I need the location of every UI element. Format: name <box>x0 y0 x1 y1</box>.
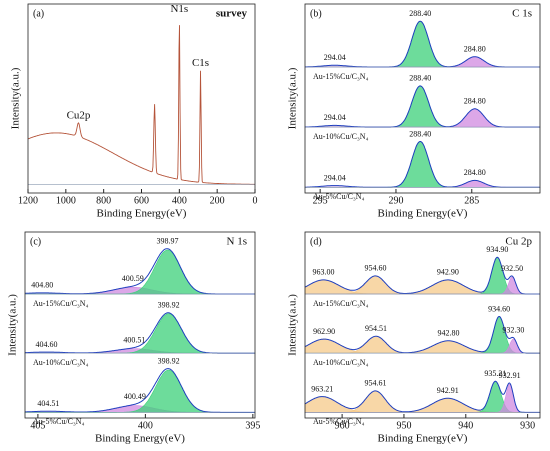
panel-title: Cu 2p <box>505 236 532 248</box>
y-axis-label: Intensity(a.u.) <box>10 67 22 129</box>
x-tick-label: 290 <box>388 195 403 206</box>
x-axis-label: Binding Energy(eV) <box>97 208 187 220</box>
peak-label: 954.61 <box>364 379 386 388</box>
x-tick-label: 1200 <box>18 195 38 206</box>
peak-label: 954.60 <box>365 264 387 273</box>
peak-label: N1s <box>170 3 188 15</box>
sample-label: Au-10%Cu/C₃N₄ <box>313 132 369 141</box>
peak-label: 932.30 <box>502 326 524 335</box>
x-tick-label: 960 <box>335 420 350 431</box>
spectrum-envelope <box>27 25 255 185</box>
component-peak <box>24 313 256 354</box>
peak-label: 284.80 <box>464 45 486 54</box>
peak-label: 954.51 <box>365 324 387 333</box>
peak-label: 284.80 <box>464 168 486 177</box>
panel-letter: (d) <box>310 236 322 247</box>
spectrum-envelope <box>304 380 540 413</box>
peak-label: 963.21 <box>311 384 333 393</box>
peak-label: 294.04 <box>324 53 346 62</box>
peak-label: 934.60 <box>488 304 510 313</box>
y-axis-label: Intensity(a.u.) <box>287 67 299 129</box>
x-axis-label: Binding Energy(eV) <box>378 433 468 445</box>
panel-letter: (a) <box>33 8 44 19</box>
y-axis-label: Intensity(a.u.) <box>7 294 19 356</box>
spectrum-envelope <box>304 316 540 354</box>
sample-label: Au-10%Cu/C₃N₄ <box>33 358 89 367</box>
peak-label: 932.91 <box>499 371 521 380</box>
peak-label: 932.50 <box>501 264 523 273</box>
plot-frame <box>24 231 256 419</box>
x-tick-label: 1000 <box>56 195 76 206</box>
sample-label: Au-15%Cu/C₃N₄ <box>313 299 369 308</box>
sample-label: Au-10%Cu/C₃N₄ <box>313 358 369 367</box>
x-tick-label: 395 <box>245 420 260 431</box>
peak-label: Cu2p <box>67 109 91 121</box>
peak-label: 398.97 <box>157 237 179 246</box>
y-axis-label: Intensity(a.u.) <box>287 294 299 356</box>
x-tick-label: 295 <box>313 195 328 206</box>
peak-label: 288.40 <box>409 129 431 138</box>
x-tick-label: 800 <box>96 195 111 206</box>
peak-label: 942.91 <box>437 386 459 395</box>
peak-label: 294.04 <box>324 113 346 122</box>
panel-letter: (c) <box>30 236 41 247</box>
peak-label: 288.40 <box>409 9 431 18</box>
x-tick-label: 950 <box>396 420 411 431</box>
panel-letter: (b) <box>310 8 322 19</box>
panel-title: C 1s <box>512 8 532 20</box>
peak-label: 934.90 <box>486 245 508 254</box>
sample-label: Au-5%Cu/C₃N₄ <box>33 417 85 426</box>
peak-label: C1s <box>192 57 209 69</box>
panel-title: survey <box>216 8 248 20</box>
x-axis-label: Binding Energy(eV) <box>95 433 185 445</box>
peak-label: 942.80 <box>437 329 459 338</box>
peak-label: 935.21 <box>484 369 506 378</box>
peak-label: 404.60 <box>35 340 57 349</box>
peak-label: 942.90 <box>437 268 459 277</box>
peak-label: 404.51 <box>37 399 59 408</box>
x-tick-label: 285 <box>464 195 479 206</box>
x-tick-label: 940 <box>458 420 473 431</box>
sample-label: Au-5%Cu/C₃N₄ <box>313 417 365 426</box>
x-axis-label: Binding Energy(eV) <box>378 208 468 220</box>
x-tick-label: 0 <box>253 195 258 206</box>
plot-frame <box>304 231 541 419</box>
peak-label: 962.90 <box>313 327 335 336</box>
sample-label: Au-15%Cu/C₃N₄ <box>33 299 89 308</box>
peak-label: 398.92 <box>158 301 180 310</box>
spectrum-envelope <box>25 248 255 295</box>
peak-label: 294.04 <box>324 173 346 182</box>
sample-label: Au-15%Cu/C₃N₄ <box>313 72 369 81</box>
peak-label: 288.40 <box>409 74 431 83</box>
peak-label: 400.49 <box>124 392 146 401</box>
spectrum-envelope <box>304 85 540 128</box>
sample-label: Au-5%Cu/C₃N₄ <box>313 192 365 201</box>
panel-title: N 1s <box>227 236 247 248</box>
plot-frame <box>304 3 541 194</box>
x-tick-label: 200 <box>210 195 225 206</box>
peak-label: 284.80 <box>464 97 486 106</box>
peak-label: 400.51 <box>123 335 145 344</box>
plot-frame <box>27 3 256 194</box>
peak-label: 400.59 <box>122 274 144 283</box>
x-tick-label: 600 <box>134 195 149 206</box>
spectrum-envelope <box>304 256 540 295</box>
peak-label: 398.92 <box>158 356 180 365</box>
x-tick-label: 405 <box>30 420 45 431</box>
x-tick-label: 400 <box>172 195 187 206</box>
peak-label: 963.00 <box>313 268 335 277</box>
x-tick-label: 930 <box>520 420 535 431</box>
spectrum-envelope <box>24 312 255 354</box>
peak-label: 404.80 <box>31 281 53 290</box>
x-tick-label: 400 <box>138 420 153 431</box>
